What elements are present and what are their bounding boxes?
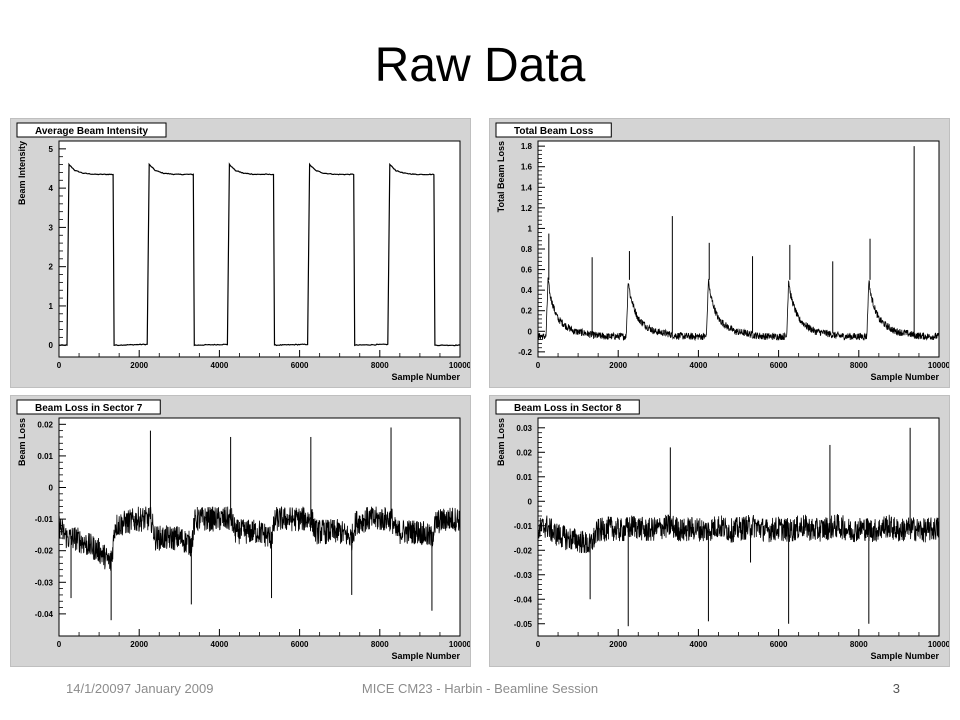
chart-title: Beam Loss in Sector 8	[495, 399, 640, 415]
x-tick-label: 6000	[291, 640, 309, 649]
x-tick-label: 8000	[850, 361, 868, 370]
y-tick-label: 3	[49, 223, 54, 232]
y-tick-label: 1.4	[521, 183, 533, 192]
x-tick-label: 10000	[928, 361, 949, 370]
chart-svg: Beam Loss in Sector 7 -0.04 -0.03 -0.02 -0.0…	[16, 399, 470, 661]
x-tick-label: 10000	[449, 361, 470, 370]
x-tick-label: 4000	[211, 640, 229, 649]
series-line	[58, 162, 461, 347]
chart-panel-beam-loss-sector-7: Beam Loss in Sector 7 -0.04 -0.03 -0.02 -0.0…	[10, 395, 471, 667]
x-tick-label: 0	[57, 361, 62, 370]
y-tick-label: 1.2	[521, 204, 533, 213]
svg-text:Average Beam Intensity: Average Beam Intensity	[35, 126, 148, 137]
y-tick-label: 1.6	[521, 163, 533, 172]
x-tick-label: 2000	[609, 640, 627, 649]
y-axis-label: Total Beam Loss	[496, 141, 506, 212]
x-tick-label: 0	[536, 361, 541, 370]
x-tick-label: 4000	[690, 361, 708, 370]
y-tick-label: 0	[528, 327, 533, 336]
y-tick-label: -0.02	[514, 546, 533, 555]
y-tick-label: 0.02	[516, 448, 532, 457]
slide-title: Raw Data	[374, 39, 586, 92]
y-tick-label: 0	[49, 341, 54, 350]
x-tick-label: 2000	[130, 640, 148, 649]
x-tick-label: 4000	[690, 640, 708, 649]
y-tick-label: -0.04	[35, 610, 54, 619]
y-tick-label: 0.01	[37, 452, 53, 461]
x-tick-label: 8000	[850, 640, 868, 649]
chart-panel-average-beam-intensity: Average Beam Intensity 0 1 2 3 4 5 0 2000 4000 600…	[10, 118, 471, 388]
x-tick-label: 6000	[291, 361, 309, 370]
y-tick-label: 2	[49, 263, 54, 272]
x-tick-label: 8000	[371, 640, 389, 649]
x-axis-label: Sample Number	[391, 372, 460, 382]
y-tick-label: 4	[49, 184, 54, 193]
x-tick-label: 4000	[211, 361, 229, 370]
x-tick-label: 0	[57, 640, 62, 649]
chart-title: Average Beam Intensity	[16, 122, 167, 138]
x-tick-label: 10000	[449, 640, 470, 649]
x-tick-label: 0	[536, 640, 541, 649]
y-tick-label: 5	[49, 145, 54, 154]
x-axis-label: Sample Number	[870, 651, 939, 661]
y-tick-label: 0.01	[516, 473, 532, 482]
y-tick-label: 1.8	[521, 142, 533, 151]
y-tick-label: 0.2	[521, 307, 533, 316]
svg-text:Beam Loss in Sector 7: Beam Loss in Sector 7	[35, 403, 143, 414]
y-axis-label: Beam Loss	[496, 418, 506, 466]
plot-area	[537, 140, 940, 358]
y-tick-label: 0.8	[521, 245, 533, 254]
y-tick-label: 0	[49, 484, 54, 493]
y-tick-label: -0.05	[514, 620, 533, 629]
y-axis-label: Beam Intensity	[17, 141, 27, 205]
chart-svg: Beam Loss in Sector 8 -0.05 -0.04 -0.03 -0.0…	[495, 399, 949, 661]
series-line	[537, 513, 940, 554]
x-tick-label: 10000	[928, 640, 949, 649]
y-tick-label: -0.03	[514, 571, 533, 580]
plot-area	[58, 140, 461, 358]
series-line	[537, 277, 940, 342]
y-tick-label: -0.02	[35, 547, 54, 556]
y-tick-label: -0.04	[514, 595, 533, 604]
chart-panel-total-beam-loss: Total Beam Loss -0.2 0 0.2 0.4 0.6 0.8 1 1.2 1.4 1…	[489, 118, 950, 388]
page-number: 3	[892, 681, 900, 696]
footer-date: 14/1/20097 January 2009	[66, 681, 214, 696]
y-tick-label: -0.01	[35, 515, 54, 524]
svg-text:Total Beam Loss: Total Beam Loss	[514, 126, 594, 137]
footer-title: MICE CM23 - Harbin - Beamline Session	[361, 681, 599, 696]
y-tick-label: -0.01	[514, 522, 533, 531]
y-tick-label: 0.03	[516, 424, 532, 433]
chart-svg: Total Beam Loss -0.2 0 0.2 0.4 0.6 0.8 1 1.2 1.4 1…	[495, 122, 949, 382]
chart-title: Beam Loss in Sector 7	[16, 399, 161, 415]
svg-text:Beam Loss in Sector 8: Beam Loss in Sector 8	[514, 403, 622, 414]
y-tick-label: 0	[528, 497, 533, 506]
series-line	[58, 505, 461, 571]
y-tick-label: 0.6	[521, 266, 533, 275]
x-axis-label: Sample Number	[391, 651, 460, 661]
y-axis-label: Beam Loss	[17, 418, 27, 466]
y-tick-label: 0.4	[521, 286, 533, 295]
x-tick-label: 2000	[130, 361, 148, 370]
x-tick-label: 2000	[609, 361, 627, 370]
y-tick-label: -0.2	[518, 348, 532, 357]
y-tick-label: 0.02	[37, 420, 53, 429]
x-axis-label: Sample Number	[870, 372, 939, 382]
x-tick-label: 6000	[770, 640, 788, 649]
chart-title: Total Beam Loss	[495, 122, 612, 138]
y-tick-label: 1	[49, 302, 54, 311]
x-tick-label: 8000	[371, 361, 389, 370]
y-tick-label: -0.03	[35, 578, 54, 587]
x-tick-label: 6000	[770, 361, 788, 370]
chart-svg: Average Beam Intensity 0 1 2 3 4 5 0 2000 4000 600…	[16, 122, 470, 382]
y-tick-label: 1	[528, 224, 533, 233]
chart-panel-beam-loss-sector-8: Beam Loss in Sector 8 -0.05 -0.04 -0.03 -0.0…	[489, 395, 950, 667]
